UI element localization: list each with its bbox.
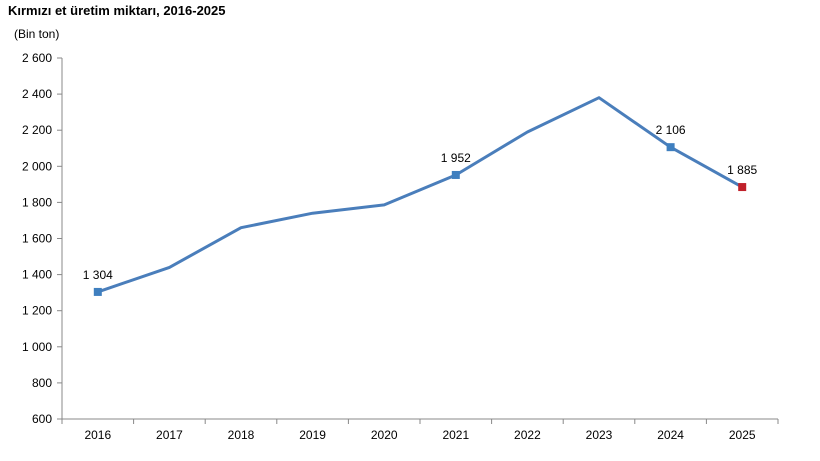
series-line [96, 96, 744, 294]
x-tick-label: 2020 [371, 428, 398, 442]
y-axis-unit-label: (Bin ton) [14, 27, 60, 41]
chart-title: Kırmızı et üretim miktarı, 2016-2025 [8, 3, 226, 18]
x-tick-label: 2022 [514, 428, 541, 442]
y-tick-label: 800 [32, 376, 52, 390]
data-point-marker [666, 143, 675, 152]
x-tick-label: 2024 [657, 428, 684, 442]
x-tick-label: 2018 [228, 428, 255, 442]
y-tick-label: 2 200 [22, 123, 52, 137]
x-tick-label: 2023 [586, 428, 613, 442]
y-tick-label: 2 600 [22, 51, 52, 65]
y-tick-label: 1 200 [22, 304, 52, 318]
x-tick-label: 2021 [442, 428, 469, 442]
y-tick-label: 600 [32, 412, 52, 426]
x-tick-label: 2019 [299, 428, 326, 442]
x-tick-label: 2017 [156, 428, 183, 442]
y-tick-label: 1 000 [22, 340, 52, 354]
data-point-marker [451, 170, 460, 179]
data-label: 1 952 [441, 151, 471, 165]
x-tick-label: 2025 [729, 428, 756, 442]
y-tick-label: 2 000 [22, 159, 52, 173]
data-label: 2 106 [656, 123, 686, 137]
data-label: 1 885 [727, 163, 757, 177]
data-point-marker [738, 183, 747, 192]
y-tick-label: 1 800 [22, 195, 52, 209]
y-tick-label: 1 400 [22, 268, 52, 282]
data-point-marker [93, 287, 102, 296]
y-tick-label: 2 400 [22, 87, 52, 101]
x-tick-label: 2016 [84, 428, 111, 442]
data-label: 1 304 [83, 268, 113, 282]
y-tick-label: 1 600 [22, 232, 52, 246]
